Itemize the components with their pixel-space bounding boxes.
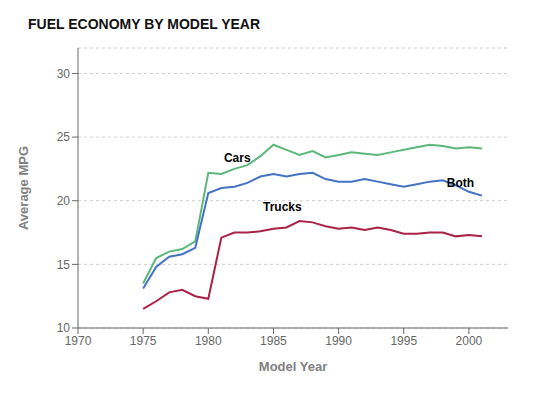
svg-text:25: 25 [57,130,71,144]
svg-text:10: 10 [57,321,71,335]
svg-text:Cars: Cars [224,151,251,165]
svg-text:20: 20 [57,194,71,208]
svg-text:1975: 1975 [130,334,157,348]
svg-text:15: 15 [57,258,71,272]
svg-text:1985: 1985 [260,334,287,348]
svg-text:1970: 1970 [65,334,92,348]
svg-text:1995: 1995 [390,334,417,348]
svg-text:Model Year: Model Year [259,359,327,374]
html-text:FUEL ECONOMY BY MODEL YEAR: FUEL ECONOMY BY MODEL YEAR [28,16,261,32]
svg-text:Trucks: Trucks [263,200,302,214]
svg-text:30: 30 [57,67,71,81]
svg-text:1980: 1980 [195,334,222,348]
svg-text:2000: 2000 [456,334,483,348]
svg-text:Both: Both [447,176,474,190]
svg-text:1990: 1990 [325,334,352,348]
svg-text:Average MPG: Average MPG [16,146,31,230]
